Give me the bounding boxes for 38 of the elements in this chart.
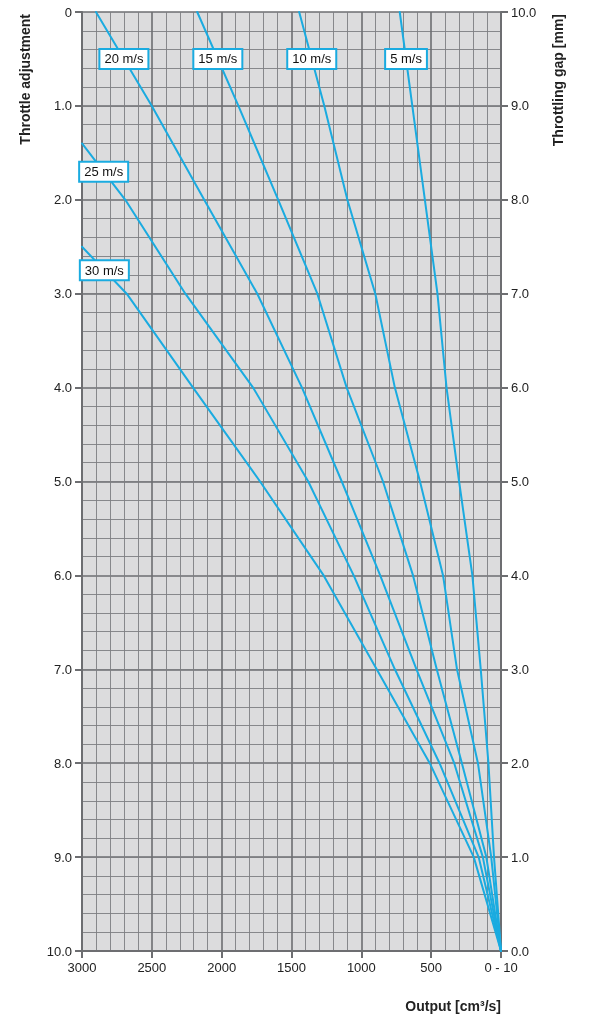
y-tick-label: 4.0 — [53, 380, 72, 396]
x-tick-label: 2000 — [207, 960, 237, 975]
y-tick-label: 9.0 — [53, 849, 72, 865]
x-tick-label: 2500 — [137, 960, 167, 975]
x-tick-label: 500 — [420, 960, 443, 975]
y2-tick-label: 9.0 — [511, 98, 530, 114]
x-tick-label: 3000 — [67, 960, 97, 975]
series-label: 25 m/s — [84, 164, 124, 180]
series-label: 30 m/s — [84, 262, 125, 278]
series-label: 10 m/s — [292, 51, 332, 67]
y-tick-label: 3.0 — [53, 286, 72, 302]
y2-tick-label: 1.0 — [511, 849, 530, 865]
y2-tick-label: 4.0 — [511, 567, 530, 583]
x-tick-label: 0 - 10 — [484, 960, 518, 975]
series-label: 5 m/s — [390, 51, 423, 67]
x-tick-label: 1000 — [346, 960, 376, 975]
y2-tick-label: 8.0 — [511, 192, 530, 208]
y2-tick-label: 0.0 — [511, 943, 530, 959]
y-tick-label: 1.0 — [53, 98, 72, 114]
x-axis-title: Output [cm³/s] — [405, 998, 501, 1014]
y-tick-label: 8.0 — [53, 755, 72, 771]
y-tick-label: 0 — [64, 4, 72, 20]
series-label: 15 m/s — [198, 51, 238, 67]
y2-tick-label: 5.0 — [511, 474, 530, 489]
x-tick-label: 1500 — [277, 960, 306, 975]
y2-axis-title: Throttling gap [mm] — [550, 14, 566, 147]
y-tick-label: 7.0 — [53, 661, 72, 677]
y-tick-label: 6.0 — [53, 567, 72, 583]
y-tick-label: 2.0 — [53, 192, 72, 208]
series-label: 20 m/s — [104, 51, 144, 67]
y2-tick-label: 6.0 — [511, 380, 530, 396]
y-tick-label: 5.0 — [53, 474, 72, 489]
y2-tick-label: 10.0 — [511, 4, 537, 20]
y2-tick-label: 2.0 — [511, 755, 530, 771]
y-axis-title: Throttle adjustment — [17, 13, 33, 145]
y2-tick-label: 3.0 — [511, 661, 530, 677]
y-tick-label: 10.0 — [46, 943, 72, 959]
y2-tick-label: 7.0 — [511, 286, 530, 302]
